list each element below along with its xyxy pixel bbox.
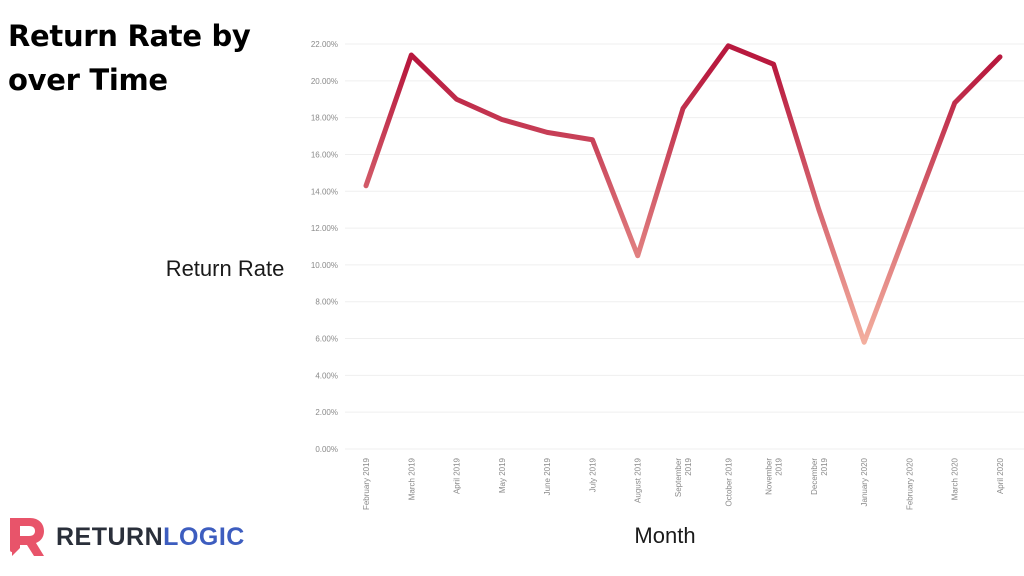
x-tick-label: March 2019 — [407, 457, 416, 500]
slide-title: Return Rate by over Time — [8, 19, 251, 97]
y-tick-label: 12.00% — [311, 224, 338, 233]
x-tick-label: February 2020 — [905, 457, 914, 510]
y-tick-label: 4.00% — [315, 371, 338, 380]
x-tick-label: April 2020 — [996, 457, 1005, 494]
y-tick-label: 16.00% — [311, 150, 338, 159]
y-tick-label: 2.00% — [315, 408, 338, 417]
y-tick-label: 20.00% — [311, 77, 338, 86]
y-tick-label: 22.00% — [311, 40, 338, 49]
gridlines — [345, 43, 1024, 450]
y-axis-label: Return Rate — [165, 256, 285, 281]
brand-word-logic: LOGIC — [163, 523, 245, 551]
x-tick-label: May 2019 — [498, 457, 507, 493]
x-tick-label: July 2019 — [588, 457, 597, 492]
x-tick-label: March 2020 — [951, 457, 960, 500]
brand-word-return: RETURN — [56, 523, 164, 551]
brand-logo: RETURNLOGIC — [6, 516, 245, 558]
brand-wordmark: RETURNLOGIC — [56, 516, 245, 558]
series-line — [363, 43, 1003, 345]
x-tick-label: December2019 — [810, 457, 829, 494]
x-tick-label: January 2020 — [860, 457, 869, 506]
x-axis-ticks: February 2019 March 2019 April 2019 May 201… — [362, 457, 1005, 510]
y-tick-label: 18.00% — [311, 114, 338, 123]
x-tick-label: September2019 — [674, 457, 693, 497]
x-axis-label: Month — [634, 523, 696, 548]
x-tick-label: August 2019 — [634, 457, 643, 502]
y-tick-label: 10.00% — [311, 261, 338, 270]
returnlogic-logo-icon — [10, 518, 44, 556]
x-tick-label: October 2019 — [724, 457, 733, 506]
y-tick-label: 0.00% — [315, 445, 338, 454]
y-tick-label: 6.00% — [315, 335, 338, 344]
x-tick-label: February 2019 — [362, 457, 371, 510]
series-group — [363, 43, 1003, 345]
x-tick-label: November2019 — [765, 457, 784, 494]
y-tick-label: 8.00% — [315, 298, 338, 307]
y-tick-label: 14.00% — [311, 187, 338, 196]
x-tick-label: June 2019 — [543, 457, 552, 495]
y-axis-ticks: 0.00% 2.00% 4.00% 6.00% 8.00% 10.00% 12.00% 14.… — [311, 40, 338, 454]
x-tick-label: April 2019 — [453, 457, 462, 494]
